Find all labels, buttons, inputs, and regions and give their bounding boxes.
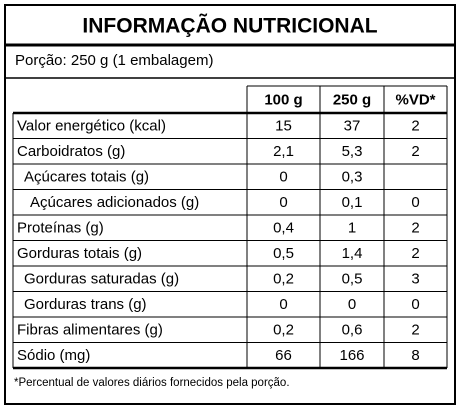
row-label: Fibras alimentares (g) bbox=[17, 322, 163, 339]
cell-value: 15 bbox=[275, 118, 292, 135]
row-label: Valor energético (kcal) bbox=[17, 118, 166, 135]
cell-value: 1,4 bbox=[342, 245, 363, 262]
row-label: Proteínas (g) bbox=[17, 220, 104, 237]
cell-value: 0 bbox=[279, 296, 287, 313]
cell-value: 0,2 bbox=[273, 322, 294, 339]
cell-value: 0,6 bbox=[342, 322, 363, 339]
footnote: *Percentual de valores diários fornecido… bbox=[14, 377, 290, 389]
cell-value: 8 bbox=[411, 347, 419, 364]
cell-value: 37 bbox=[344, 118, 361, 135]
portion: Porção: 250 g (1 embalagem) bbox=[15, 52, 213, 69]
row-label: Açúcares totais (g) bbox=[24, 169, 149, 186]
title: INFORMAÇÃO NUTRICIONAL bbox=[82, 15, 377, 38]
cell-value: 5,3 bbox=[342, 143, 363, 160]
cell-value: 0 bbox=[348, 296, 356, 313]
cell-value: 2 bbox=[411, 322, 419, 339]
cell-value: 0,4 bbox=[273, 220, 294, 237]
cell-value: 0 bbox=[279, 169, 287, 186]
cell-value: 0 bbox=[411, 296, 419, 313]
cell-value: 2 bbox=[411, 143, 419, 160]
cell-value: 166 bbox=[339, 347, 364, 364]
cell-value: 0 bbox=[279, 194, 287, 211]
column-header: 250 g bbox=[333, 91, 371, 108]
row-label: Sódio (mg) bbox=[17, 347, 90, 364]
column-header: 100 g bbox=[264, 91, 302, 108]
cell-value: 0,3 bbox=[342, 169, 363, 186]
cell-value: 1 bbox=[348, 220, 356, 237]
row-label: Gorduras trans (g) bbox=[24, 296, 147, 313]
cell-value: 0,2 bbox=[273, 271, 294, 288]
cell-value: 2 bbox=[411, 220, 419, 237]
column-header: %VD* bbox=[395, 91, 435, 108]
cell-value: 2 bbox=[411, 245, 419, 262]
row-label: Gorduras saturadas (g) bbox=[24, 271, 179, 288]
cell-value: 2 bbox=[411, 118, 419, 135]
cell-value: 66 bbox=[275, 347, 292, 364]
cell-value: 2,1 bbox=[273, 143, 294, 160]
row-label: Carboidratos (g) bbox=[17, 143, 125, 160]
cell-value: 0,1 bbox=[342, 194, 363, 211]
cell-value: 3 bbox=[411, 271, 419, 288]
cell-value: 0,5 bbox=[273, 245, 294, 262]
row-label: Gorduras totais (g) bbox=[17, 245, 142, 262]
row-label: Açúcares adicionados (g) bbox=[30, 194, 199, 211]
cell-value: 0,5 bbox=[342, 271, 363, 288]
cell-value: 0 bbox=[411, 194, 419, 211]
frame bbox=[4, 4, 456, 405]
